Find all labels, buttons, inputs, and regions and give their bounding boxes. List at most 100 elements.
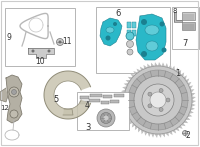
Circle shape bbox=[9, 87, 19, 97]
Polygon shape bbox=[120, 100, 124, 103]
Circle shape bbox=[127, 49, 133, 55]
Polygon shape bbox=[141, 130, 144, 134]
Circle shape bbox=[12, 90, 16, 95]
Polygon shape bbox=[122, 86, 127, 90]
Polygon shape bbox=[122, 107, 126, 111]
Polygon shape bbox=[187, 82, 191, 86]
Polygon shape bbox=[140, 67, 144, 71]
Circle shape bbox=[124, 66, 192, 134]
Circle shape bbox=[101, 112, 112, 123]
Polygon shape bbox=[121, 90, 126, 93]
Circle shape bbox=[148, 92, 152, 96]
Polygon shape bbox=[136, 69, 141, 72]
Circle shape bbox=[104, 116, 108, 121]
Polygon shape bbox=[133, 71, 138, 75]
FancyBboxPatch shape bbox=[89, 99, 100, 102]
Polygon shape bbox=[192, 96, 196, 100]
Circle shape bbox=[141, 51, 147, 57]
Circle shape bbox=[126, 32, 134, 40]
Polygon shape bbox=[121, 103, 125, 107]
FancyBboxPatch shape bbox=[80, 96, 89, 99]
Text: 5: 5 bbox=[53, 96, 59, 105]
Polygon shape bbox=[147, 132, 151, 137]
Polygon shape bbox=[144, 131, 147, 136]
FancyBboxPatch shape bbox=[132, 22, 136, 28]
Circle shape bbox=[32, 50, 35, 52]
FancyBboxPatch shape bbox=[77, 92, 129, 130]
Polygon shape bbox=[151, 63, 154, 67]
Polygon shape bbox=[132, 123, 135, 128]
Circle shape bbox=[134, 76, 182, 124]
Polygon shape bbox=[135, 125, 138, 130]
Circle shape bbox=[150, 92, 166, 108]
Polygon shape bbox=[130, 74, 135, 77]
Ellipse shape bbox=[146, 41, 158, 51]
Circle shape bbox=[160, 21, 164, 26]
Text: 4: 4 bbox=[85, 101, 89, 111]
Circle shape bbox=[182, 131, 188, 136]
Circle shape bbox=[97, 109, 115, 127]
Polygon shape bbox=[191, 93, 195, 96]
Polygon shape bbox=[44, 71, 91, 119]
Text: 6: 6 bbox=[115, 9, 121, 17]
Polygon shape bbox=[129, 120, 133, 125]
Text: 11: 11 bbox=[62, 37, 72, 46]
Circle shape bbox=[10, 110, 18, 118]
Polygon shape bbox=[186, 117, 190, 120]
Circle shape bbox=[162, 47, 166, 52]
Polygon shape bbox=[125, 114, 129, 118]
Polygon shape bbox=[120, 96, 124, 100]
Circle shape bbox=[106, 35, 110, 41]
Polygon shape bbox=[6, 75, 22, 123]
Polygon shape bbox=[189, 85, 193, 90]
Polygon shape bbox=[178, 125, 183, 129]
Polygon shape bbox=[190, 89, 194, 93]
Ellipse shape bbox=[145, 25, 159, 35]
Polygon shape bbox=[191, 103, 196, 107]
Polygon shape bbox=[0, 88, 8, 102]
FancyBboxPatch shape bbox=[132, 30, 136, 36]
Polygon shape bbox=[165, 132, 169, 136]
Circle shape bbox=[58, 41, 62, 44]
Polygon shape bbox=[169, 64, 172, 69]
Text: 8: 8 bbox=[173, 8, 177, 14]
Polygon shape bbox=[138, 127, 141, 132]
Polygon shape bbox=[123, 111, 127, 115]
Polygon shape bbox=[147, 64, 151, 68]
FancyBboxPatch shape bbox=[80, 101, 88, 104]
Polygon shape bbox=[124, 83, 129, 86]
FancyBboxPatch shape bbox=[101, 101, 109, 104]
Polygon shape bbox=[128, 77, 133, 80]
Circle shape bbox=[148, 104, 152, 108]
Polygon shape bbox=[175, 68, 178, 72]
Polygon shape bbox=[154, 62, 158, 66]
Polygon shape bbox=[162, 133, 165, 137]
FancyBboxPatch shape bbox=[110, 100, 119, 103]
Polygon shape bbox=[189, 111, 194, 114]
Polygon shape bbox=[172, 66, 175, 71]
Polygon shape bbox=[158, 62, 162, 66]
FancyBboxPatch shape bbox=[114, 94, 124, 97]
Circle shape bbox=[127, 41, 134, 47]
Polygon shape bbox=[158, 134, 162, 138]
Circle shape bbox=[113, 22, 117, 26]
Polygon shape bbox=[165, 63, 169, 68]
Circle shape bbox=[159, 107, 163, 112]
FancyBboxPatch shape bbox=[182, 22, 195, 30]
Polygon shape bbox=[100, 18, 122, 46]
Polygon shape bbox=[162, 62, 165, 67]
Text: 2: 2 bbox=[186, 132, 190, 141]
Polygon shape bbox=[186, 78, 189, 83]
Circle shape bbox=[142, 84, 174, 116]
Polygon shape bbox=[190, 107, 195, 111]
Polygon shape bbox=[169, 131, 173, 135]
Polygon shape bbox=[143, 65, 147, 69]
Polygon shape bbox=[127, 117, 130, 122]
FancyBboxPatch shape bbox=[182, 12, 195, 20]
Text: 7: 7 bbox=[182, 39, 188, 47]
Polygon shape bbox=[126, 80, 130, 83]
Polygon shape bbox=[136, 14, 166, 60]
FancyBboxPatch shape bbox=[5, 8, 75, 66]
Polygon shape bbox=[181, 123, 186, 126]
Polygon shape bbox=[174, 12, 182, 22]
